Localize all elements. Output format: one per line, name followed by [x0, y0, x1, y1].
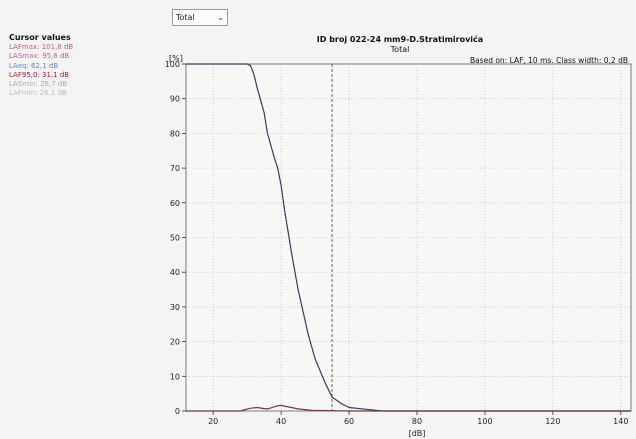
cursor-value-lasmax: LASmax: 95,6 dB [9, 52, 70, 61]
cursor-values-panel: Cursor values LAFmax: 101,8 dB LASmax: 9… [9, 33, 73, 98]
x-tick-label: 40 [276, 417, 286, 426]
axis-ticks: 0 10 20 30 40 50 60 70 80 90 100 20 40 60 80 100 120 140 [165, 60, 629, 426]
chart-subtitle: Total [390, 45, 410, 54]
y-tick-label: 100 [165, 60, 180, 69]
grid [186, 64, 631, 411]
y-tick-label: 20 [170, 338, 180, 347]
x-tick-label: 120 [545, 417, 560, 426]
y-tick-label: 80 [170, 129, 180, 138]
series-line-2 [186, 404, 631, 412]
y-tick-label: 30 [170, 303, 180, 312]
chart-title: ID broj 022-24 mm9-D.Stratimirovića [316, 35, 484, 44]
group-select-value: Total [176, 13, 195, 22]
cursor-value-laeq: LAeq: 62,1 dB [9, 61, 59, 70]
y-tick-label: 50 [170, 234, 180, 243]
x-tick-label: 80 [412, 417, 422, 426]
x-tick-label: 100 [477, 417, 492, 426]
y-tick-label: 10 [170, 372, 180, 381]
x-axis-label: [dB] [409, 429, 426, 438]
x-tick-label: 140 [613, 417, 628, 426]
x-tick-label: 60 [344, 417, 354, 426]
y-tick-label: 70 [170, 164, 180, 173]
group-select[interactable]: Total ⌄ [172, 9, 228, 26]
cursor-value-lafmax: LAFmax: 101,8 dB [9, 43, 74, 52]
y-axis-label: [%] [169, 54, 183, 63]
y-tick-label: 40 [170, 268, 180, 277]
series-line-1 [186, 63, 631, 412]
cursor-value-laf95: LAF95,0: 31,1 dB [9, 70, 70, 79]
cursor-value-lafmin: LAFmin: 26,1 dB [9, 89, 67, 98]
y-tick-label: 60 [170, 199, 180, 208]
cursor-values-title: Cursor values [9, 33, 71, 42]
chevron-down-icon[interactable]: ⌄ [217, 13, 224, 22]
chart-info: Based on: LAF, 10 ms. Class width: 0,2 d… [469, 56, 628, 65]
cursor-value-lasmin: LASmin: 26,7 dB [9, 80, 68, 89]
y-tick-label: 90 [170, 95, 180, 104]
y-tick-label: 0 [175, 407, 180, 416]
series-layer [186, 63, 631, 412]
x-tick-label: 20 [208, 417, 218, 426]
